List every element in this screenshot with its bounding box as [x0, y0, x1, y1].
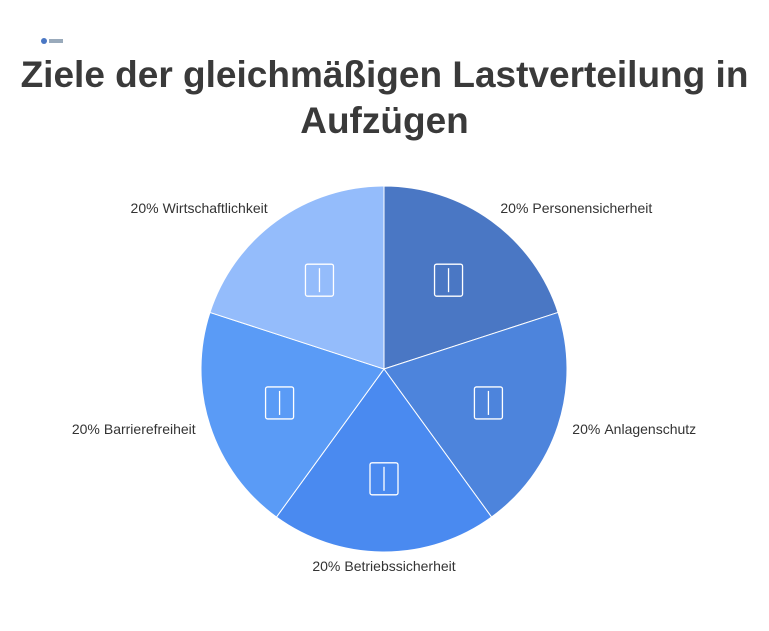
icon-shape	[433, 263, 464, 297]
value-label: 20%	[312, 558, 340, 574]
pie-slice	[275, 368, 493, 553]
slice-label: 20% Wirtschaftlichkeit	[131, 200, 268, 216]
value-label: 20%	[72, 421, 100, 437]
category-label: Wirtschaftlichkeit	[163, 200, 268, 216]
slice-icon	[473, 386, 504, 420]
chart-title: Ziele der gleichmäßigen Lastverteilung i…	[20, 54, 749, 141]
icon-shape	[473, 386, 504, 420]
pie-slice	[209, 185, 385, 370]
slice-label: 20% Anlagenschutz	[572, 421, 696, 437]
icon-shape	[304, 263, 335, 297]
logo	[41, 38, 63, 44]
pie-slice	[383, 185, 559, 370]
category-label: Barrierefreiheit	[104, 421, 196, 437]
icon-shape	[369, 462, 399, 496]
slice-icon	[433, 263, 464, 297]
category-label: Betriebssicherheit	[344, 558, 455, 574]
pie-slice	[383, 311, 568, 518]
category-label: Personensicherheit	[532, 200, 652, 216]
value-label: 20%	[572, 421, 600, 437]
pie-slice	[200, 311, 385, 518]
value-label: 20%	[500, 200, 528, 216]
slice-label: 20% Barrierefreiheit	[72, 421, 196, 437]
slice-icon	[264, 386, 295, 420]
slice-label: 20% Betriebssicherheit	[312, 558, 455, 574]
slice-icon	[369, 462, 399, 496]
value-label: 20%	[131, 200, 159, 216]
slice-label: 20% Personensicherheit	[500, 200, 652, 216]
icon-shape	[264, 386, 295, 420]
slice-icon	[304, 263, 335, 297]
category-label: Anlagenschutz	[604, 421, 696, 437]
